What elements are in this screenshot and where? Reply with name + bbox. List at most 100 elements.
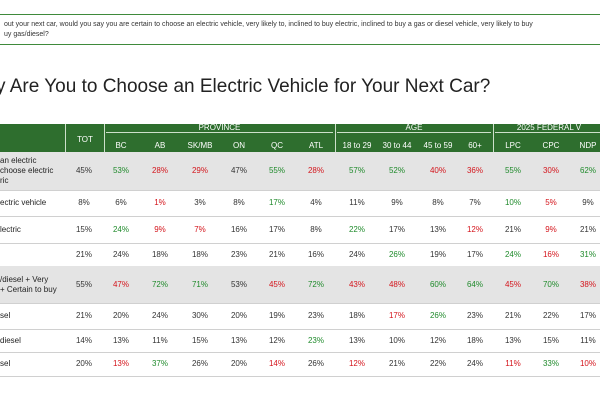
- table-row: ectric vehicle 8% 6% 1% 3% 8% 17% 4% 11% 9% 8% 7% 10…: [0, 190, 600, 217]
- table-cell: 17%: [388, 311, 405, 320]
- table-cell: 13%: [112, 359, 129, 368]
- table-cell: 29%: [191, 166, 208, 175]
- table-cell: 28%: [307, 166, 324, 175]
- table-cell: 43%: [348, 279, 365, 289]
- table-cell: 28%: [151, 166, 168, 175]
- table-row: an electric choose electric ric 45% 53% 28% 29…: [0, 152, 600, 191]
- table-cell: 4%: [310, 198, 322, 207]
- table-cell: 14%: [268, 359, 285, 368]
- page-title: y Are You to Choose an Electric Vehicle …: [0, 76, 491, 97]
- row-label: diesel: [0, 335, 21, 345]
- header-column: AB: [154, 141, 166, 150]
- table-cell: 16%: [542, 249, 559, 259]
- table-cell: 57%: [348, 166, 365, 175]
- table-cell: 9%: [154, 224, 166, 234]
- header-column: BC: [115, 141, 127, 150]
- header-column: 60+: [468, 141, 482, 150]
- table-cell: 19%: [429, 249, 446, 259]
- header-column: 18 to 29: [342, 141, 372, 150]
- header-separator: [493, 124, 494, 152]
- table-cell: 18%: [466, 335, 483, 345]
- header-column: CPC: [542, 141, 560, 150]
- table-cell: 9%: [582, 198, 594, 207]
- row-label: /diesel + Very: [0, 274, 49, 284]
- table-cell: 55%: [268, 166, 285, 175]
- table-cell: 22%: [348, 224, 365, 234]
- table-cell: 24%: [466, 359, 483, 368]
- table-cell: 71%: [191, 279, 208, 289]
- table-row: sel 21% 20% 24% 30% 20% 19% 23% 18% 17% 26% 23% 21% 2…: [0, 303, 600, 330]
- vote-divider: [495, 132, 600, 133]
- table-cell: 16%: [230, 224, 247, 234]
- row-label: + Certain to buy: [0, 284, 57, 294]
- table-cell: 45%: [504, 279, 521, 289]
- table-cell: 5%: [545, 198, 557, 207]
- table-cell: 24%: [112, 249, 129, 259]
- header-separator: [335, 124, 336, 152]
- header-column: QC: [271, 141, 283, 150]
- province-divider: [106, 132, 333, 133]
- table-cell: 72%: [307, 279, 324, 289]
- table-cell: 17%: [466, 249, 483, 259]
- table-cell: 11%: [580, 335, 596, 345]
- header-separator: [65, 124, 66, 152]
- header-column: 30 to 44: [382, 141, 412, 150]
- row-label: an electric: [0, 156, 37, 165]
- table-cell: 3%: [194, 198, 206, 207]
- table-cell: 31%: [579, 249, 596, 259]
- table-cell: 23%: [230, 249, 247, 259]
- table-cell: 11%: [152, 335, 168, 345]
- table-cell: 64%: [466, 279, 483, 289]
- table-cell: 17%: [388, 224, 405, 234]
- header-group-province: PROVINCE: [198, 123, 241, 132]
- table-cell: 70%: [542, 279, 559, 289]
- header-group-federal-vote: 2025 FEDERAL V: [516, 123, 582, 132]
- table-row: lectric 15% 24% 9% 7% 16% 17% 8% 22% 17% 13% 12% 21%…: [0, 216, 600, 244]
- header-column: ATL: [308, 141, 324, 150]
- table-cell: 23%: [307, 311, 324, 320]
- table-cell: 20%: [230, 359, 247, 368]
- table-cell: 9%: [391, 198, 403, 207]
- table-cell: 10%: [504, 198, 521, 207]
- table-cell: 40%: [429, 166, 446, 175]
- row-label: sel: [0, 359, 11, 368]
- table-cell: 26%: [429, 311, 446, 320]
- table-cell: 37%: [151, 359, 168, 368]
- header-column: 45 to 59: [423, 141, 453, 150]
- total-cell: 55%: [75, 279, 92, 289]
- table-cell: 38%: [579, 279, 596, 289]
- table-cell: 24%: [504, 249, 521, 259]
- table-cell: 24%: [112, 224, 129, 234]
- table-cell: 17%: [268, 198, 285, 207]
- table-cell: 11%: [349, 198, 365, 207]
- table-cell: 33%: [542, 359, 559, 368]
- table-cell: 23%: [466, 311, 483, 320]
- table-cell: 23%: [307, 335, 324, 345]
- table-cell: 24%: [151, 311, 168, 320]
- header-column: LPC: [505, 141, 521, 150]
- table-cell: 12%: [268, 335, 285, 345]
- table-row: /diesel + Very + Certain to buy 55% 47% 72% 7…: [0, 266, 600, 304]
- total-cell: 21%: [75, 311, 92, 320]
- table-cell: 17%: [268, 224, 285, 234]
- table-cell: 21%: [388, 359, 405, 368]
- table-cell: 30%: [191, 311, 208, 320]
- table-cell: 13%: [230, 335, 247, 345]
- table-cell: 24%: [348, 249, 365, 259]
- table-cell: 18%: [191, 249, 208, 259]
- total-cell: 20%: [75, 359, 92, 368]
- table-cell: 26%: [388, 249, 405, 259]
- table-cell: 17%: [579, 311, 596, 320]
- table-cell: 48%: [388, 279, 405, 289]
- question-box: [0, 14, 600, 45]
- header-column: SK/MB: [187, 141, 213, 150]
- table-cell: 55%: [504, 166, 521, 175]
- table-cell: 10%: [388, 335, 405, 345]
- table-header: [0, 124, 600, 152]
- total-cell: 21%: [75, 249, 92, 259]
- table-cell: 1%: [154, 198, 166, 207]
- question-text-line-2: uy gas/diesel?: [4, 31, 49, 38]
- table-cell: 19%: [268, 311, 285, 320]
- table-cell: 8%: [233, 198, 245, 207]
- header-group-age: AGE: [405, 123, 423, 132]
